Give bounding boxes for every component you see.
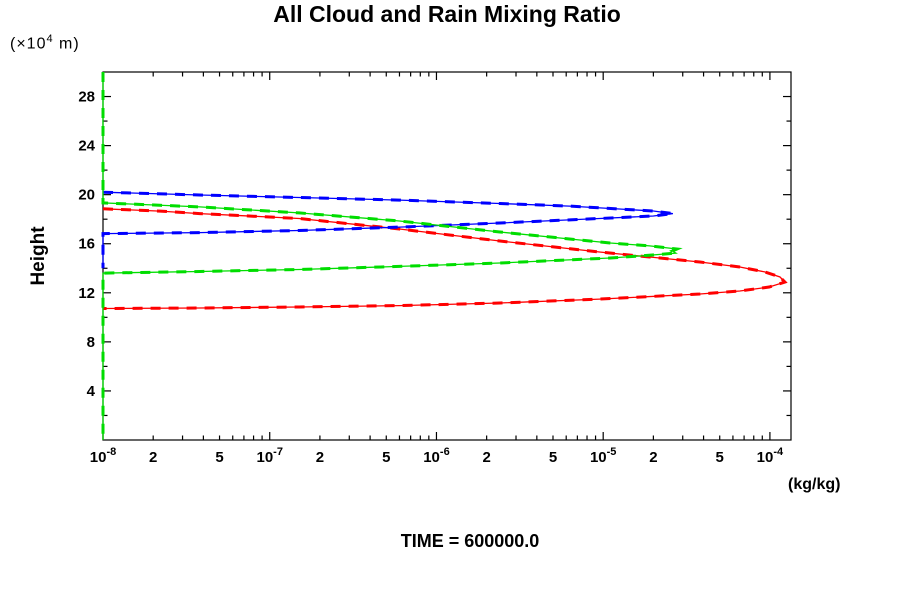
series-red-dashes xyxy=(102,207,788,310)
x-tick-label-minor: 2 xyxy=(316,449,324,466)
plot-frame xyxy=(102,71,792,441)
y-axis-tick-labels: 4 8 12 16 20 24 28 xyxy=(78,89,95,400)
y-tick-label: 12 xyxy=(78,285,95,302)
series-red-line xyxy=(102,208,787,310)
x-tick-label-minor: 5 xyxy=(549,449,557,466)
series-blue-line xyxy=(102,191,673,269)
y-units-exponent: 4 xyxy=(46,33,54,45)
y-axis-units: (×104 m) xyxy=(10,33,80,53)
series-green-dashes xyxy=(101,72,683,440)
y-tick-label: 24 xyxy=(78,138,95,155)
y-units-pre: (×10 xyxy=(10,35,47,53)
x-tick-label-decade: 10-7 xyxy=(256,446,282,466)
x-tick-label-minor: 2 xyxy=(482,449,490,466)
y-tick-label: 16 xyxy=(78,236,95,253)
y-units-post: m) xyxy=(53,35,80,53)
y-tick-label: 28 xyxy=(78,89,95,106)
x-axis-ticks xyxy=(102,72,771,440)
x-tick-label-minor: 2 xyxy=(649,449,657,466)
series-blue xyxy=(101,190,674,269)
x-tick-label-minor: 5 xyxy=(716,449,724,466)
x-tick-label-decade: 10-6 xyxy=(423,446,449,466)
x-tick-label-decade: 10-5 xyxy=(590,446,616,466)
y-axis-ticks xyxy=(103,95,791,417)
chart-title: All Cloud and Rain Mixing Ratio xyxy=(273,1,621,27)
x-tick-label-minor: 5 xyxy=(215,449,223,466)
series-green-line xyxy=(102,72,680,440)
series-red xyxy=(102,207,788,310)
y-tick-label: 20 xyxy=(78,187,95,204)
y-tick-label: 4 xyxy=(87,383,96,400)
series-blue-dashes xyxy=(101,190,674,269)
series-green xyxy=(101,72,683,440)
time-caption: TIME = 600000.0 xyxy=(400,531,540,551)
x-axis-tick-labels: 10-8 2 5 10-7 2 5 10-6 2 5 10-5 2 5 10-4 xyxy=(90,446,784,466)
x-tick-label-minor: 2 xyxy=(149,449,157,466)
x-tick-label-decade: 10-4 xyxy=(757,446,784,466)
x-tick-label-decade: 10-8 xyxy=(90,446,116,466)
x-tick-label-minor: 5 xyxy=(382,449,390,466)
x-axis-units: (kg/kg) xyxy=(788,476,841,493)
y-tick-label: 8 xyxy=(87,334,95,351)
